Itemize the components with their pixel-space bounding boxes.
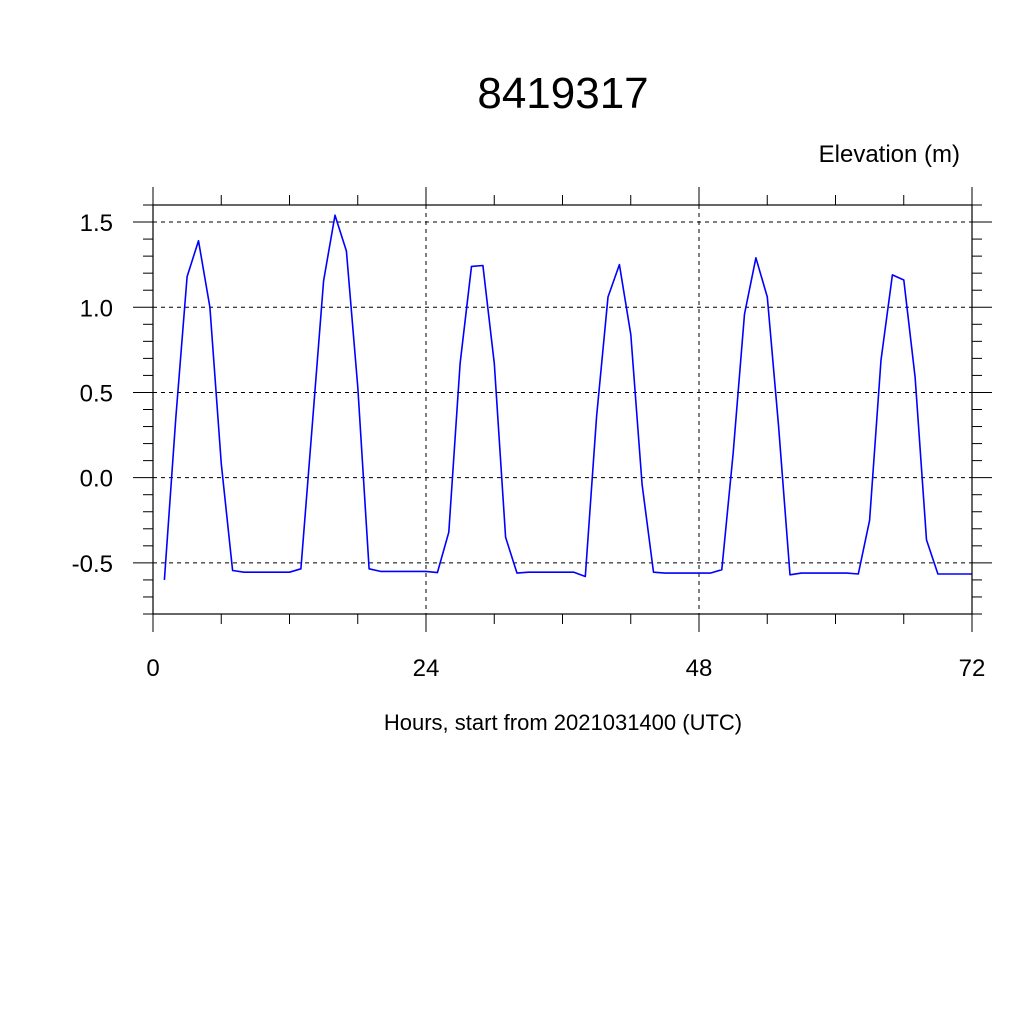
axis-ticks <box>133 187 992 632</box>
y-tick-label: -0.5 <box>72 551 113 578</box>
tick-labels: 0 24 48 72 -0.5 0.0 0.5 1.0 1.5 <box>72 210 986 682</box>
x-tick-label: 0 <box>146 655 159 682</box>
y-axis-label: Elevation (m) <box>819 141 960 168</box>
y-tick-label: 0.0 <box>80 466 113 493</box>
x-tick-label: 72 <box>959 655 986 682</box>
grid-lines <box>153 205 972 614</box>
plot-frame <box>152 204 973 615</box>
y-tick-label: 1.5 <box>80 210 113 237</box>
series-group <box>163 214 972 580</box>
elevation-line <box>163 214 972 580</box>
x-tick-label: 24 <box>413 655 440 682</box>
chart-title: 8419317 <box>477 69 648 118</box>
y-tick-label: 0.5 <box>80 380 113 407</box>
x-tick-label: 48 <box>686 655 713 682</box>
x-axis-label: Hours, start from 2021031400 (UTC) <box>384 710 742 735</box>
y-tick-label: 1.0 <box>80 295 113 322</box>
